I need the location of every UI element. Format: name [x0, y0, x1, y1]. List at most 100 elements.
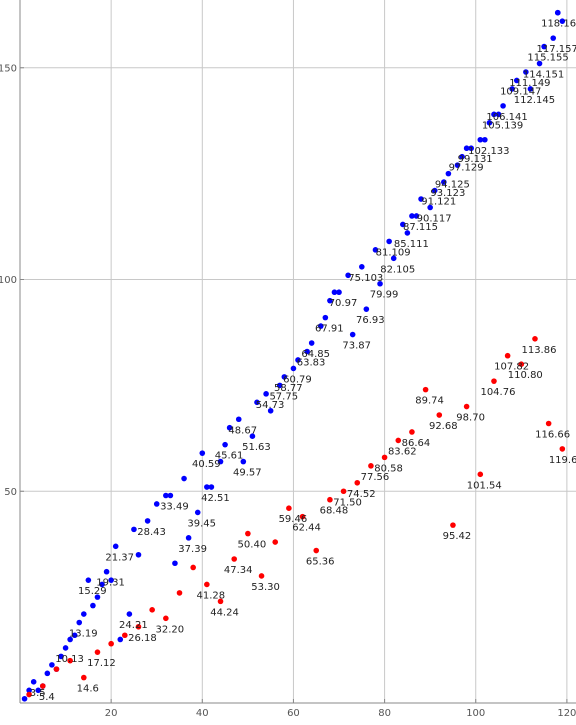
data-point-label: 5.4: [39, 692, 55, 703]
blue-data-point: [409, 213, 415, 219]
blue-data-point: [441, 179, 447, 185]
data-point-label: 97.129: [449, 163, 484, 174]
red-data-point: [272, 539, 279, 545]
data-point-label: 13.19: [69, 629, 98, 640]
red-data-point: [108, 640, 114, 647]
data-point-label: 24.21: [119, 620, 148, 631]
blue-data-point: [404, 230, 411, 236]
blue-data-point: [495, 111, 502, 118]
red-data-point: [204, 581, 210, 588]
blue-data-point: [108, 577, 114, 583]
data-point-label: 102.133: [468, 146, 509, 157]
data-point-label: 50.40: [238, 540, 267, 551]
blue-data-point: [199, 450, 206, 456]
data-point-label: 57.75: [269, 391, 298, 402]
data-point-label: 106.141: [486, 112, 527, 123]
data-point-label: 80.58: [374, 463, 403, 474]
blue-data-point: [235, 416, 242, 423]
blue-data-point: [541, 43, 547, 50]
red-data-point: [532, 335, 538, 342]
data-point-label: 115.155: [527, 53, 568, 64]
blue-data-point: [523, 69, 529, 75]
blue-data-point: [477, 136, 484, 143]
grid-layer: [20, 0, 576, 703]
blue-data-point: [459, 153, 465, 160]
data-point-label: 65.36: [306, 557, 335, 568]
blue-data-point: [418, 196, 424, 202]
data-point-label: 107.82: [494, 362, 529, 373]
data-point-label: 15.29: [78, 586, 107, 597]
blue-data-point: [317, 323, 324, 329]
red-data-point: [354, 479, 361, 486]
blue-data-point: [26, 687, 32, 694]
data-point-label: 118.163: [541, 19, 576, 30]
data-point-label: 45.61: [215, 451, 244, 462]
blue-data-point: [58, 653, 64, 660]
data-point-label: 101.54: [467, 480, 502, 491]
y-tick-label: 50: [4, 487, 17, 498]
blue-data-point: [322, 314, 329, 321]
data-point-label: 104.76: [480, 387, 515, 398]
data-point-label: 85.111: [394, 239, 429, 250]
data-point-label: 74.52: [347, 489, 376, 500]
data-point-label: 64.85: [301, 349, 330, 360]
red-data-point: [245, 530, 251, 537]
data-point-label: 111.149: [509, 78, 550, 89]
data-point-label: 83.62: [388, 446, 417, 457]
blue-data-point: [94, 594, 101, 600]
blue-data-point: [445, 170, 452, 177]
blue-data-point: [30, 679, 37, 685]
blue-data-point: [35, 687, 42, 694]
red-data-point: [135, 623, 142, 630]
blue-data-point: [90, 602, 96, 609]
blue-data-point: [67, 636, 73, 643]
blue-data-point: [554, 9, 561, 16]
blue-data-point: [131, 526, 137, 533]
data-point-label: 110.80: [508, 370, 543, 381]
blue-data-point: [304, 348, 310, 355]
blue-data-point: [135, 551, 142, 558]
blue-data-point: [331, 289, 338, 296]
red-data-point: [122, 632, 128, 639]
data-point-label: 114.151: [523, 70, 564, 81]
data-point-label: 48.67: [228, 425, 257, 436]
data-point-label: 40.59: [192, 459, 221, 470]
blue-data-point: [377, 280, 383, 287]
data-point-label: 59.46: [279, 514, 308, 525]
blue-data-point: [295, 357, 301, 363]
blue-data-point: [290, 365, 297, 372]
red-data-point: [477, 471, 484, 478]
data-point-label: 90.117: [417, 214, 452, 225]
data-point-label: 21.37: [105, 552, 134, 563]
blue-data-point: [254, 399, 260, 406]
blue-data-point: [185, 535, 192, 541]
red-data-point: [559, 446, 566, 452]
blue-data-point: [153, 501, 160, 507]
red-data-point: [67, 657, 73, 664]
data-point-label: 19.31: [96, 578, 125, 589]
red-data-point: [53, 666, 60, 672]
data-point-label: 32.20: [156, 624, 185, 635]
data-point-label: 81.109: [376, 247, 411, 258]
blue-data-point: [103, 568, 110, 575]
data-point-label: 86.64: [402, 438, 431, 449]
blue-data-point: [486, 120, 493, 126]
blue-data-point: [204, 484, 210, 490]
red-data-point: [381, 454, 388, 461]
blue-data-point: [71, 632, 78, 639]
y-tick-label: 150: [0, 63, 17, 74]
data-point-label: 10.13: [55, 654, 84, 665]
blue-data-point: [431, 187, 438, 194]
red-data-point: [217, 598, 224, 605]
blue-data-point: [99, 581, 105, 588]
blue-data-point: [363, 306, 370, 312]
data-point-label: 39.45: [187, 518, 216, 529]
blue-data-point: [112, 543, 119, 550]
data-point-label: 47.34: [224, 565, 253, 576]
data-point-label: 62.44: [292, 523, 321, 534]
red-data-point: [299, 513, 306, 520]
data-point-label: 119.60: [549, 455, 576, 466]
data-point-label: 98.70: [456, 413, 485, 424]
red-data-point: [450, 522, 456, 528]
data-point-label: 79.99: [370, 290, 399, 301]
